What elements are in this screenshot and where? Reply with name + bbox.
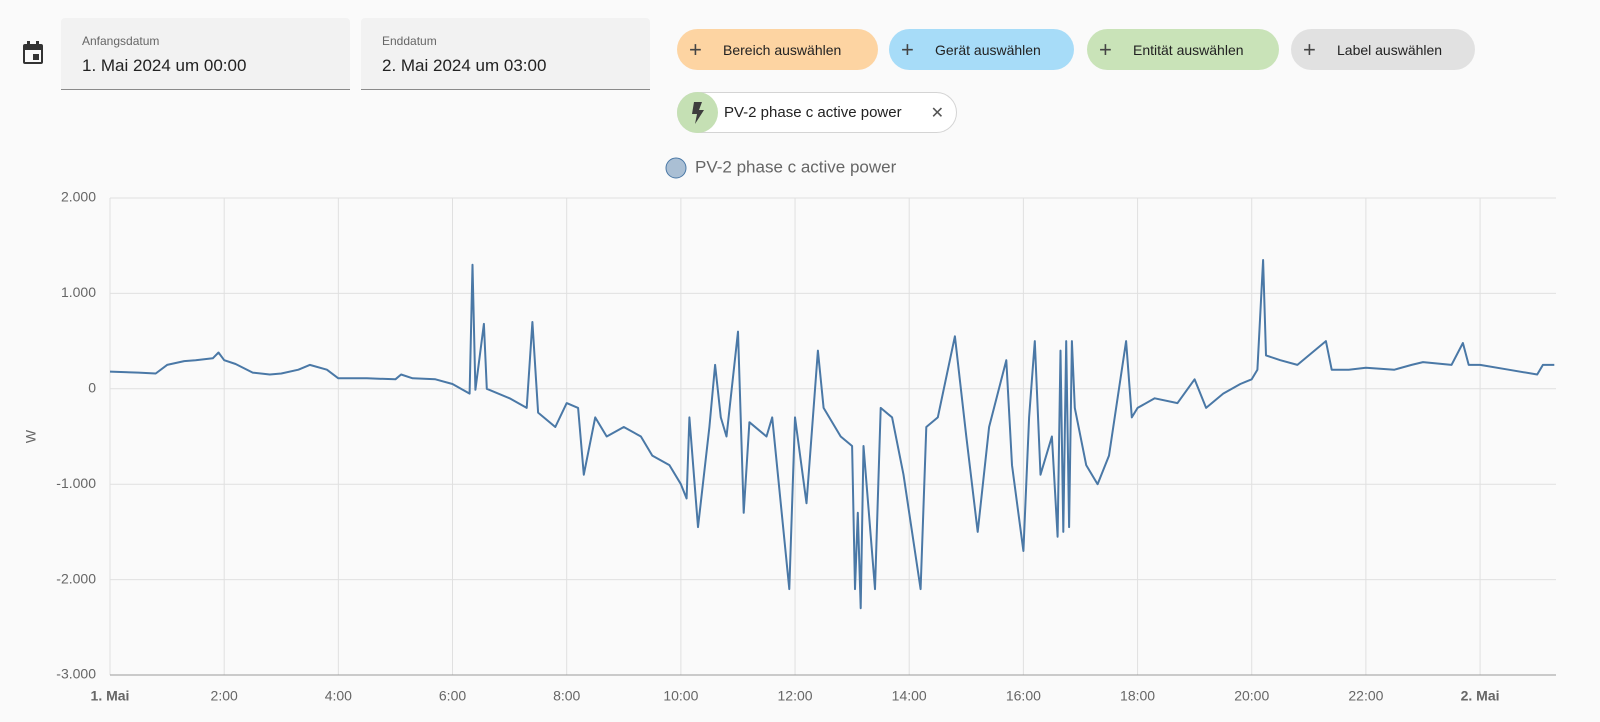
x-tick-label: 22:00 xyxy=(1348,688,1383,704)
area-chip[interactable]: + Bereich auswählen xyxy=(677,29,878,70)
x-tick-label: 4:00 xyxy=(325,688,352,704)
end-date-field[interactable]: Enddatum 2. Mai 2024 um 03:00 xyxy=(361,18,650,90)
remove-button[interactable]: ✕ xyxy=(930,104,944,122)
x-tick-label: 10:00 xyxy=(663,688,698,704)
selected-entity-chip: PV-2 phase c active power ✕ xyxy=(677,92,957,133)
x-tick-label: 6:00 xyxy=(439,688,466,704)
chip-label: Entität auswählen xyxy=(1133,41,1244,58)
entity-icon xyxy=(677,92,718,133)
x-tick-label: 16:00 xyxy=(1006,688,1041,704)
field-label: Anfangsdatum xyxy=(82,34,160,48)
x-tick-label: 12:00 xyxy=(778,688,813,704)
device-chip[interactable]: + Gerät auswählen xyxy=(889,29,1074,70)
field-label: Enddatum xyxy=(382,34,437,48)
entity-name: PV-2 phase c active power xyxy=(724,104,902,121)
chip-label: Label auswählen xyxy=(1337,41,1443,58)
x-tick-label: 8:00 xyxy=(553,688,580,704)
entity-chip[interactable]: + Entität auswählen xyxy=(1087,29,1279,70)
legend-label: PV-2 phase c active power xyxy=(695,157,897,176)
field-value: 2. Mai 2024 um 03:00 xyxy=(382,56,547,75)
y-tick-label: 0 xyxy=(88,380,96,396)
y-tick-label: 2.000 xyxy=(61,189,96,205)
calendar-icon[interactable] xyxy=(21,40,45,66)
chip-label: Gerät auswählen xyxy=(935,41,1041,58)
legend-swatch xyxy=(665,157,687,179)
start-date-field[interactable]: Anfangsdatum 1. Mai 2024 um 00:00 xyxy=(61,18,350,90)
x-tick-label: 20:00 xyxy=(1234,688,1269,704)
y-tick-label: -3.000 xyxy=(56,666,96,682)
series-line xyxy=(109,259,1555,610)
label-chip[interactable]: + Label auswählen xyxy=(1291,29,1475,70)
x-tick-label: 18:00 xyxy=(1120,688,1155,704)
x-tick-label: 2:00 xyxy=(211,688,238,704)
y-axis-label: W xyxy=(23,429,39,443)
x-tick-label: 14:00 xyxy=(892,688,927,704)
y-tick-label: 1.000 xyxy=(61,284,96,300)
chip-label: Bereich auswählen xyxy=(723,41,842,58)
x-tick-label: 2. Mai xyxy=(1461,688,1500,704)
y-tick-label: -2.000 xyxy=(56,570,96,586)
x-tick-label: 1. Mai xyxy=(91,688,130,704)
field-value: 1. Mai 2024 um 00:00 xyxy=(82,56,247,75)
y-tick-label: -1.000 xyxy=(56,475,96,491)
